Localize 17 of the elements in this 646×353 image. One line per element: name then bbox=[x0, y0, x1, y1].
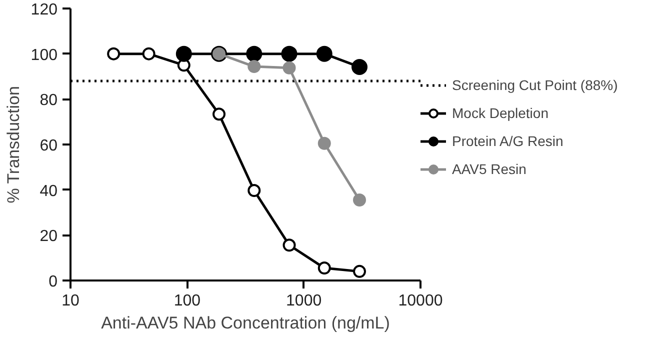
legend-label: AAV5 Resin bbox=[452, 160, 526, 177]
x-tick-label: 10 bbox=[62, 292, 80, 310]
y-tick-label: 100 bbox=[30, 46, 58, 64]
x-tick-label: 10000 bbox=[398, 292, 443, 310]
legend-label: Mock Depletion bbox=[452, 104, 548, 121]
y-tick-label: 20 bbox=[40, 228, 58, 246]
ref-line-label: Screening Cut Point (88%) bbox=[452, 76, 618, 93]
y-tick-label: 120 bbox=[30, 2, 58, 18]
y-tick-label: 60 bbox=[40, 138, 58, 154]
y-tick-label: 0 bbox=[48, 274, 58, 290]
y-tick-label: 80 bbox=[40, 92, 58, 110]
x-axis-title: Anti-AAV5 NAb Concentration (ng/mL) bbox=[101, 314, 390, 332]
legend-label: Protein A/G Resin bbox=[452, 132, 564, 149]
y-tick-label: 40 bbox=[40, 182, 58, 200]
x-tick-label: 1000 bbox=[286, 292, 322, 310]
y-axis-title: % Transduction bbox=[4, 86, 23, 204]
x-tick-label: 100 bbox=[174, 292, 201, 310]
